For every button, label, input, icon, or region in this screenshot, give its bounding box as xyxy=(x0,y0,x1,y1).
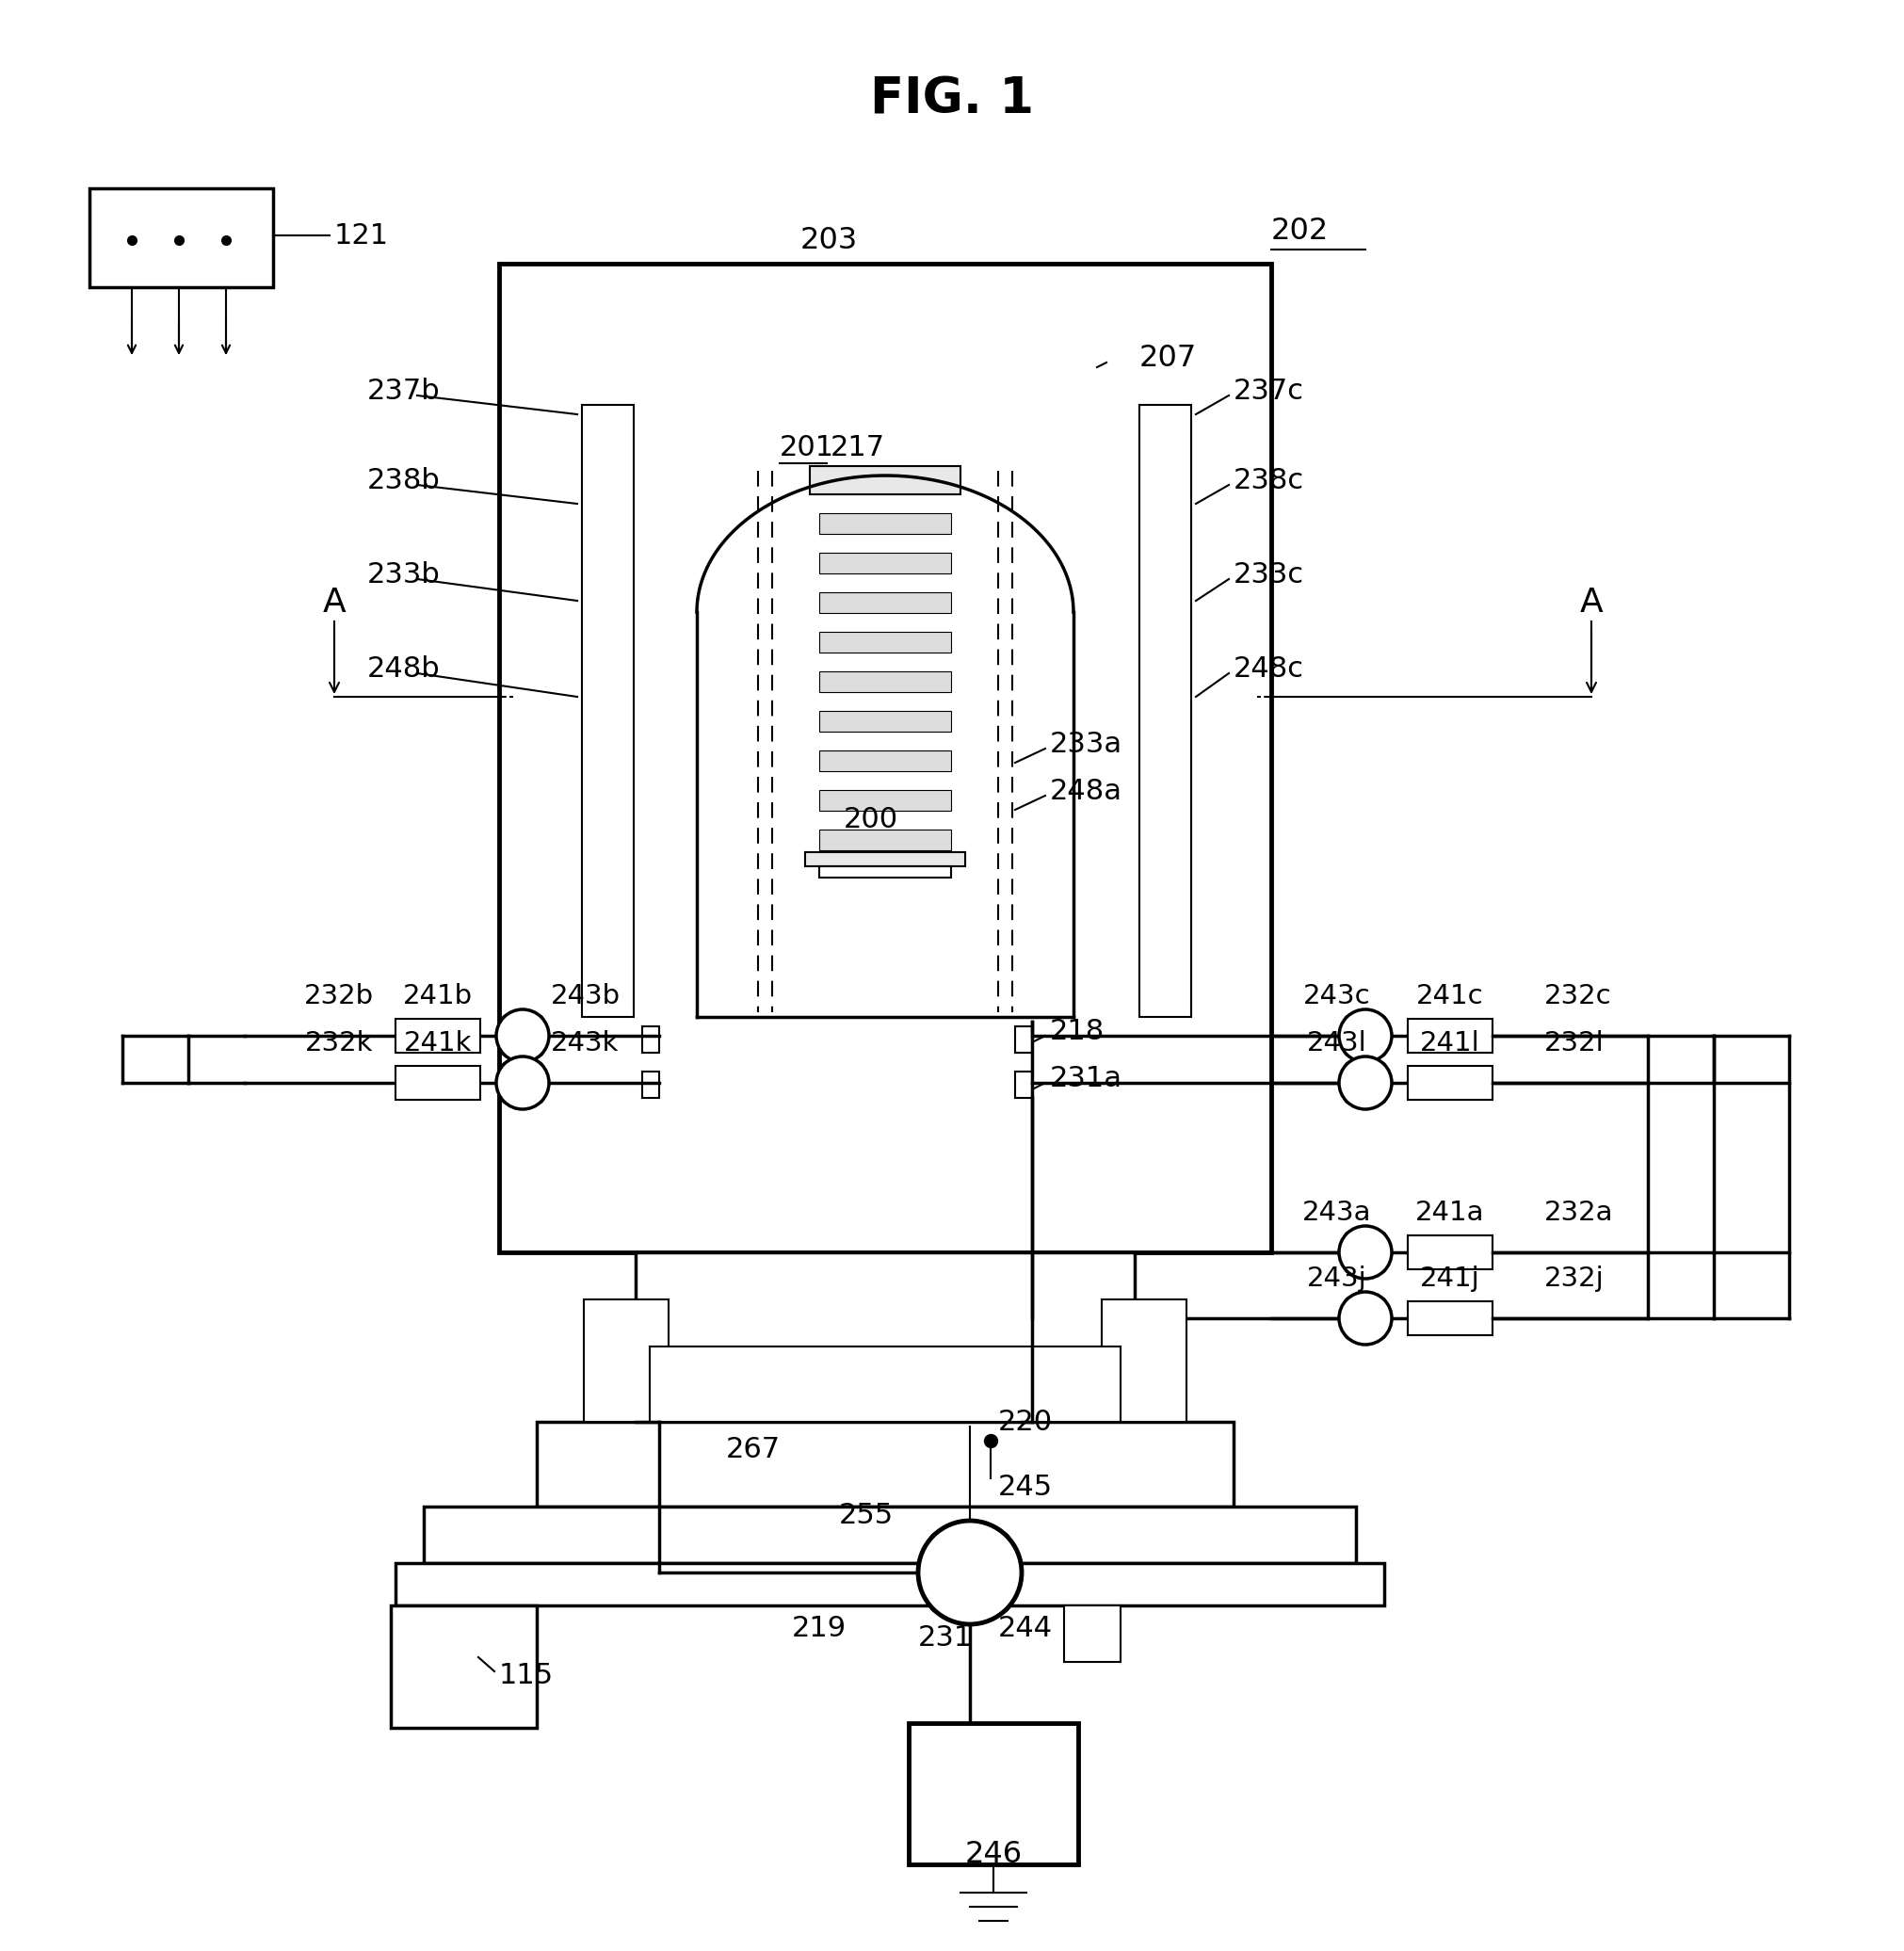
Bar xyxy=(396,1563,1384,1606)
Bar xyxy=(537,1422,1234,1506)
Text: 232l: 232l xyxy=(1544,1030,1605,1057)
Text: 243k: 243k xyxy=(550,1030,619,1057)
Bar xyxy=(396,1018,480,1054)
Text: 243b: 243b xyxy=(550,983,621,1009)
Text: 203: 203 xyxy=(800,226,857,256)
Bar xyxy=(1407,1065,1493,1100)
Bar xyxy=(819,866,952,878)
Text: 201: 201 xyxy=(779,433,834,460)
Text: 241a: 241a xyxy=(1415,1200,1485,1225)
Bar xyxy=(819,671,952,693)
Circle shape xyxy=(1339,1292,1392,1344)
Circle shape xyxy=(497,1009,548,1061)
Text: 217: 217 xyxy=(830,433,885,460)
Text: 241l: 241l xyxy=(1420,1030,1479,1057)
Text: 243l: 243l xyxy=(1308,1030,1367,1057)
Text: 202: 202 xyxy=(1272,217,1329,246)
Text: 248a: 248a xyxy=(1049,776,1123,804)
Bar xyxy=(642,1026,659,1054)
Bar xyxy=(425,1506,1356,1563)
Text: 233c: 233c xyxy=(1234,560,1304,587)
Text: A: A xyxy=(1580,587,1603,618)
Bar xyxy=(390,1606,537,1729)
Text: 115: 115 xyxy=(499,1662,554,1690)
Text: 232k: 232k xyxy=(305,1030,373,1057)
Bar xyxy=(809,466,960,494)
Bar xyxy=(819,632,952,652)
Bar xyxy=(649,1346,1121,1422)
Bar xyxy=(819,552,952,574)
Bar xyxy=(805,853,965,866)
Circle shape xyxy=(1339,1009,1392,1061)
Bar xyxy=(819,790,952,812)
Bar xyxy=(1407,1018,1493,1054)
Bar xyxy=(819,710,952,732)
Text: 246: 246 xyxy=(965,1840,1022,1869)
Bar xyxy=(642,1071,659,1098)
Bar xyxy=(819,593,952,613)
Text: 243c: 243c xyxy=(1304,983,1371,1009)
Text: 232c: 232c xyxy=(1544,983,1613,1009)
Text: 241j: 241j xyxy=(1420,1266,1479,1292)
Text: 267: 267 xyxy=(725,1436,781,1463)
Text: 233b: 233b xyxy=(367,560,440,587)
Text: 237c: 237c xyxy=(1234,377,1304,404)
Text: 218: 218 xyxy=(1049,1016,1104,1044)
Text: 245: 245 xyxy=(998,1475,1053,1502)
Text: 220: 220 xyxy=(998,1409,1053,1436)
Bar xyxy=(1102,1299,1186,1422)
Bar xyxy=(1015,1026,1032,1054)
Text: 238b: 238b xyxy=(367,466,440,494)
Bar xyxy=(1407,1301,1493,1334)
Bar xyxy=(636,1253,1135,1422)
Bar xyxy=(819,751,952,771)
Bar xyxy=(89,189,272,287)
Text: 219: 219 xyxy=(792,1615,847,1643)
Circle shape xyxy=(1339,1057,1392,1110)
Bar xyxy=(396,1065,480,1100)
Text: 231a: 231a xyxy=(1049,1065,1123,1093)
Bar xyxy=(1407,1235,1493,1270)
Text: 244: 244 xyxy=(998,1615,1053,1643)
Bar xyxy=(819,829,952,851)
Text: 233a: 233a xyxy=(1049,730,1123,757)
Bar xyxy=(1064,1606,1121,1662)
Circle shape xyxy=(918,1520,1022,1625)
Circle shape xyxy=(497,1057,548,1110)
Text: 121: 121 xyxy=(335,222,388,250)
Text: 232b: 232b xyxy=(305,983,373,1009)
Bar xyxy=(499,263,1272,1253)
Bar xyxy=(583,406,634,1016)
Bar xyxy=(819,513,952,535)
Text: 241k: 241k xyxy=(404,1030,472,1057)
Bar xyxy=(585,1299,668,1422)
Text: 207: 207 xyxy=(1139,343,1198,373)
Text: 232a: 232a xyxy=(1544,1200,1613,1225)
Text: 248c: 248c xyxy=(1234,656,1304,683)
Bar xyxy=(908,1723,1078,1865)
Text: FIG. 1: FIG. 1 xyxy=(870,74,1034,123)
Text: 255: 255 xyxy=(840,1502,893,1530)
Circle shape xyxy=(1339,1225,1392,1278)
Bar xyxy=(1139,406,1192,1016)
Text: A: A xyxy=(322,587,347,618)
Text: 238c: 238c xyxy=(1234,466,1304,494)
Text: 241b: 241b xyxy=(404,983,472,1009)
Text: 241c: 241c xyxy=(1417,983,1483,1009)
Text: 200: 200 xyxy=(843,806,899,833)
Text: 243j: 243j xyxy=(1308,1266,1367,1292)
Text: 231: 231 xyxy=(918,1625,973,1652)
Text: 248b: 248b xyxy=(367,656,440,683)
Text: 243a: 243a xyxy=(1302,1200,1371,1225)
Text: 232j: 232j xyxy=(1544,1266,1605,1292)
Bar xyxy=(1015,1071,1032,1098)
Text: 237b: 237b xyxy=(367,377,440,404)
